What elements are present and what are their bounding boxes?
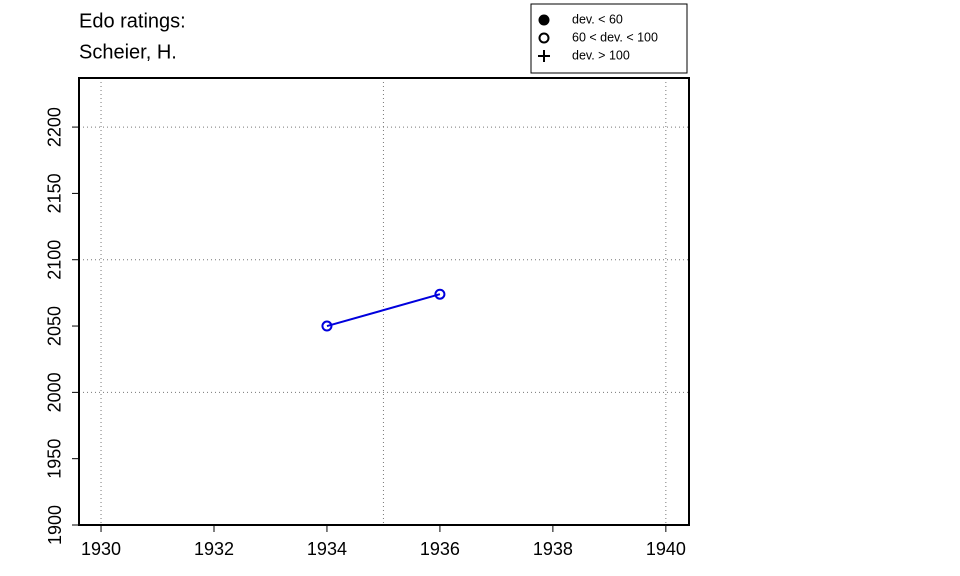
legend-symbol [538,50,550,62]
plot-frame [78,77,690,526]
y-tick-label: 2000 [45,372,65,412]
legend-label: dev. < 60 [572,12,623,26]
x-tick-label: 1938 [533,539,573,559]
chart-title: Scheier, H. [79,41,177,63]
y-tick-label: 1900 [45,505,65,545]
marker [434,288,446,300]
x-tick-label: 1936 [420,539,460,559]
y-tick-label: 2050 [45,306,65,346]
y-tick-label: 2200 [45,107,65,147]
chart-title: Edo ratings: [79,10,186,32]
x-tick-label: 1932 [194,539,234,559]
series-line [326,293,441,328]
legend-box [530,3,688,74]
y-tick-label: 2150 [45,173,65,213]
y-tick-label: 1950 [45,439,65,479]
y-tick-label: 2100 [45,240,65,280]
legend-label: dev. > 100 [572,48,630,62]
x-tick-label: 1930 [81,539,121,559]
legend-symbol [538,32,550,44]
legend-symbol [538,14,550,26]
x-tick-label: 1934 [307,539,347,559]
marker [321,320,333,332]
legend-label: 60 < dev. < 100 [572,30,658,44]
x-tick-label: 1940 [646,539,686,559]
